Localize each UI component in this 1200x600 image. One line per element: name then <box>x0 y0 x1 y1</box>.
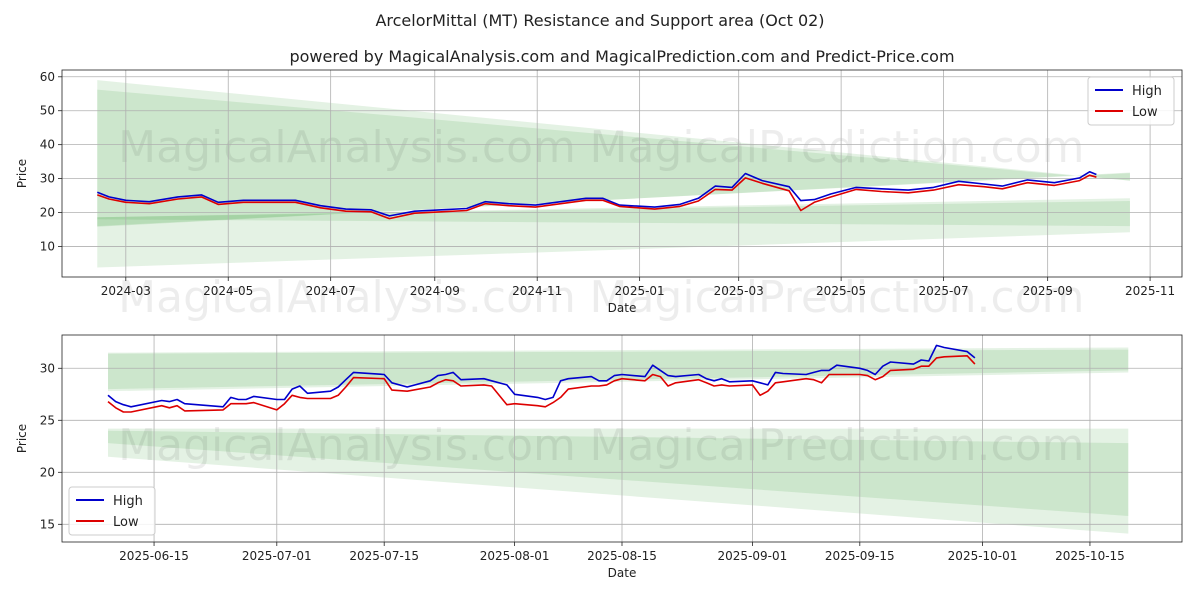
series-line-low <box>97 174 1097 220</box>
band-group <box>108 347 1129 534</box>
legend-label-low: Low <box>1132 105 1158 120</box>
y-tick-label: 10 <box>40 239 55 253</box>
x-tick-label: 2024-11 <box>512 284 562 298</box>
y-tick-label: 40 <box>40 138 55 152</box>
x-axis-label: Date <box>608 301 637 315</box>
legend: High Low <box>68 486 156 536</box>
series-line-high <box>97 171 1097 217</box>
x-tick-label: 2025-01 <box>615 284 665 298</box>
watermark-text: MagicalAnalysis.com <box>118 420 576 471</box>
y-tick-label: 20 <box>40 206 55 220</box>
band-area-2 <box>108 428 1129 534</box>
series-group <box>97 171 1097 220</box>
band-area-2 <box>97 198 1130 268</box>
chart-subtitle: powered by MagicalAnalysis.com and Magic… <box>289 47 954 66</box>
x-tick-label: 2024-09 <box>410 284 460 298</box>
y-tick-label: 30 <box>40 172 55 186</box>
x-tick-label: 2025-07 <box>918 284 968 298</box>
y-axis-label: Price <box>15 424 29 453</box>
legend: High Low <box>1087 76 1175 126</box>
series-line-high <box>107 344 976 408</box>
x-tick-label: 2025-07-01 <box>242 549 312 563</box>
band-area-0 <box>97 80 1130 227</box>
x-tick-label: 2025-09-15 <box>825 549 895 563</box>
watermark-text: MagicalPrediction.com <box>590 272 1085 323</box>
series-group <box>107 344 976 413</box>
x-tick-label: 2025-07-15 <box>349 549 419 563</box>
x-tick-label: 2025-03 <box>714 284 764 298</box>
plot-frame <box>61 334 1183 543</box>
legend-label-high: High <box>1132 84 1162 99</box>
y-tick-label: 15 <box>40 517 55 531</box>
watermark-text: MagicalAnalysis.com <box>118 122 576 173</box>
x-tick-label: 2025-08-15 <box>587 549 657 563</box>
x-axis-label: Date <box>608 566 637 580</box>
x-tick-label: 2024-03 <box>101 284 151 298</box>
legend-label-low: Low <box>113 515 139 530</box>
y-axis-label: Price <box>15 159 29 188</box>
top-panel: MagicalAnalysis.com MagicalAnalysis.com Ma… <box>15 69 1183 323</box>
x-tick-label: 2025-05 <box>816 284 866 298</box>
x-tick-label: 2025-09 <box>1023 284 1073 298</box>
chart-title: ArcelorMittal (MT) Resistance and Suppor… <box>375 11 824 30</box>
band-area-1 <box>97 89 1130 227</box>
y-tick-label: 60 <box>40 70 55 84</box>
y-tick-label: 30 <box>40 361 55 375</box>
legend-label-high: High <box>113 494 143 509</box>
x-tick-label: 2025-09-01 <box>718 549 788 563</box>
y-tick-label: 50 <box>40 104 55 118</box>
watermark-text: MagicalAnalysis.com <box>118 272 576 323</box>
series-line-low <box>107 355 976 413</box>
watermark-text: MagicalPrediction.com <box>590 420 1085 471</box>
watermark-text: MagicalPrediction.com <box>590 122 1085 173</box>
x-tick-label: 2024-07 <box>306 284 356 298</box>
x-tick-label: 2025-08-01 <box>480 549 550 563</box>
y-tick-label: 25 <box>40 413 55 427</box>
x-tick-label: 2025-10-01 <box>948 549 1018 563</box>
x-tick-label: 2025-10-15 <box>1055 549 1125 563</box>
y-tick-label: 20 <box>40 465 55 479</box>
x-tick-label: 2025-06-15 <box>119 549 189 563</box>
band-area-3 <box>108 430 1129 516</box>
bottom-panel: MagicalAnalysis.com MagicalPrediction.com… <box>15 334 1183 580</box>
band-group <box>97 80 1130 268</box>
band-area-1 <box>108 349 1129 390</box>
x-tick-label: 2024-05 <box>203 284 253 298</box>
x-tick-label: 2025-11 <box>1125 284 1175 298</box>
band-area-3 <box>97 200 1130 227</box>
plot-frame <box>61 69 1183 278</box>
band-area-0 <box>108 347 1129 392</box>
